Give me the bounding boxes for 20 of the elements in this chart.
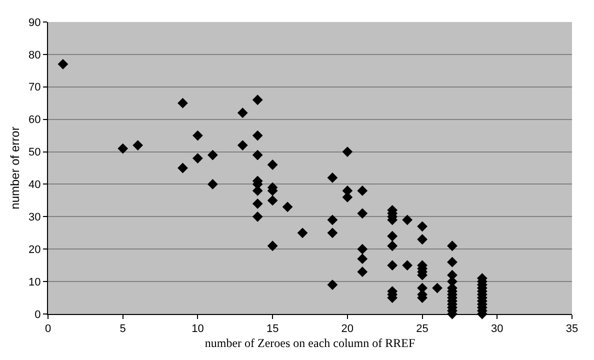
x-tick-label: 0 [44, 323, 52, 336]
x-tick-label: 5 [120, 323, 126, 336]
y-tick-label: 20 [28, 244, 41, 256]
x-axis-title: number of Zeroes on each column of RREF [204, 336, 416, 350]
y-tick-label: 50 [28, 146, 41, 159]
y-tick-label: 60 [28, 114, 41, 126]
y-tick-label: 90 [28, 16, 41, 29]
x-tick-label: 35 [566, 323, 578, 336]
y-tick-label: 0 [34, 308, 41, 321]
y-tick-label: 40 [28, 179, 41, 192]
x-tick-label: 30 [491, 323, 504, 336]
y-tick-label: 70 [28, 82, 41, 94]
x-tick-label: 20 [341, 323, 354, 336]
y-tick-label: 30 [28, 212, 41, 224]
y-tick-label: 10 [28, 276, 41, 288]
y-tick-label: 80 [28, 49, 41, 62]
x-tick-label: 10 [192, 323, 204, 336]
x-tick-label: 15 [266, 323, 279, 336]
x-tick-label: 25 [416, 323, 428, 336]
y-axis-title: number of error [8, 126, 22, 210]
